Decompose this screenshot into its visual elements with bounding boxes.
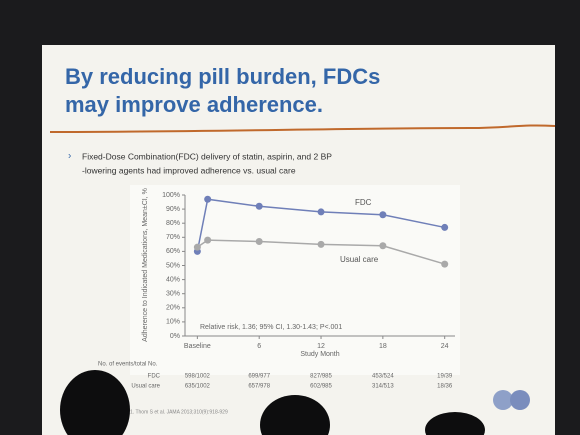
- y-tick-label: 20%: [166, 305, 180, 312]
- y-tick-label: 70%: [166, 234, 180, 241]
- series-label: FDC: [355, 198, 372, 207]
- data-point: [317, 208, 325, 216]
- logo: [493, 390, 513, 410]
- annotation: Relative risk, 1.36; 95% CI, 1.30-1.43; …: [200, 324, 342, 331]
- footnote: 1. Thom S et al. JAMA 2013;310(9):918-92…: [130, 409, 228, 415]
- table-header: No. of events/total No.: [98, 362, 158, 368]
- data-point: [441, 260, 449, 268]
- data-point: [193, 243, 201, 251]
- table-cell: 598/1002: [185, 374, 211, 380]
- x-tick-label: 18: [379, 343, 387, 350]
- series-label: Usual care: [340, 255, 379, 264]
- series-line: [196, 198, 445, 252]
- y-tick-label: 60%: [166, 248, 180, 255]
- table-cell: 18/36: [437, 384, 453, 390]
- table-cell: 314/513: [372, 384, 394, 390]
- y-tick-label: 90%: [166, 206, 180, 213]
- divider: [49, 124, 556, 133]
- x-axis-label: Study Month: [300, 351, 339, 358]
- y-tick-label: 80%: [166, 220, 180, 227]
- y-tick-label: 0%: [170, 333, 180, 340]
- y-tick-label: 40%: [166, 276, 180, 283]
- table-cell: 19/39: [437, 374, 453, 380]
- data-point: [317, 240, 325, 248]
- x-tick-label: 12: [317, 343, 325, 350]
- bullet-marker: ›: [68, 151, 71, 162]
- table-cell: 827/985: [310, 374, 332, 380]
- y-tick-label: 10%: [166, 319, 180, 326]
- bullet-text: -lowering agents had improved adherence …: [82, 165, 296, 175]
- slide-title: By reducing pill burden, FDCs: [65, 64, 380, 89]
- table-row-label: FDC: [148, 374, 161, 380]
- x-tick-label: 24: [441, 343, 449, 350]
- table-cell: 635/1002: [185, 384, 211, 390]
- data-point: [204, 236, 212, 244]
- y-axis-label: Adherence to Indicated Medications, Mean…: [142, 188, 149, 342]
- table-cell: 602/985: [310, 384, 332, 390]
- table-row-label: Usual care: [131, 384, 160, 390]
- audience-head: [425, 412, 485, 435]
- data-point: [255, 202, 263, 210]
- audience-head: [60, 370, 130, 435]
- data-point: [255, 238, 263, 246]
- y-tick-label: 30%: [166, 291, 180, 298]
- audience-head: [260, 395, 330, 435]
- bullet-text: Fixed-Dose Combination(FDC) delivery of …: [82, 151, 332, 161]
- data-point: [441, 223, 449, 231]
- slide-title: may improve adherence.: [65, 92, 323, 117]
- table-cell: 453/524: [372, 374, 394, 380]
- logo: [510, 390, 530, 410]
- table-cell: 657/978: [248, 384, 270, 390]
- y-tick-label: 50%: [166, 262, 180, 269]
- y-tick-label: 100%: [162, 192, 180, 199]
- x-tick-label: Baseline: [184, 343, 211, 350]
- data-point: [204, 195, 212, 203]
- x-tick-label: 6: [257, 343, 261, 350]
- data-point: [379, 211, 387, 219]
- table-cell: 699/977: [248, 374, 270, 380]
- data-point: [379, 242, 387, 250]
